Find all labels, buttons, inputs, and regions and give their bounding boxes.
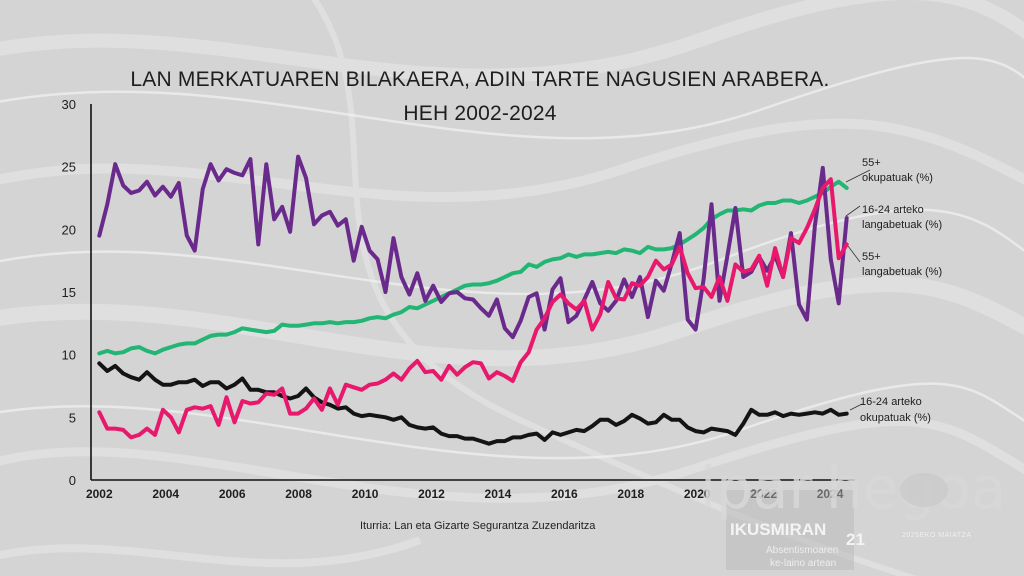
y-tick-label: 15	[62, 285, 76, 300]
y-tick-label: 5	[69, 410, 76, 425]
x-tick-label: 2006	[219, 487, 246, 501]
series-lines	[97, 154, 849, 446]
legend-label-55-okupatuak-line-2: okupatuak (%)	[862, 172, 933, 184]
chart-title-line-2: HEH 2002-2024	[403, 102, 556, 125]
x-tick-label: 2004	[152, 487, 179, 501]
legend-leader-55-langabetuak	[847, 245, 861, 263]
issue-number: 21	[846, 530, 865, 549]
legend-label-16-24-langabetuak-line-1: 16-24 arteko	[862, 204, 924, 216]
logo-word-ipar: ipar	[700, 454, 812, 522]
issue-subtitle-line-1: Absentismoaren	[766, 545, 838, 556]
series-line-1	[97, 179, 849, 356]
x-tick-label: 2016	[551, 487, 578, 501]
y-tick-label: 0	[69, 473, 76, 488]
legend-label-55-langabetuak-line-1: 55+	[862, 251, 881, 263]
chart-title-line-1: LAN MERKATUAREN BILAKAERA, ADIN TARTE NA…	[130, 68, 829, 91]
x-tick-label: 2010	[352, 487, 379, 501]
legend-leader-16-24-okupatuak	[849, 403, 863, 411]
legend-leader-16-24-langabetuak	[845, 205, 861, 217]
legend-label-16-24-langabetuak-line-2: langabetuak (%)	[862, 219, 942, 231]
x-tick-label: 2012	[418, 487, 445, 501]
y-tick-label: 10	[62, 348, 76, 363]
legend-label-16-24-okupatuak-line-1: 16-24 arteko	[860, 396, 922, 408]
x-tick-label: 2018	[617, 487, 644, 501]
series-line-3	[97, 177, 849, 440]
legend-label-16-24-okupatuak-line-2: okupatuak (%)	[860, 412, 931, 424]
issue-date: 2025EKO MAIATZA	[902, 532, 972, 539]
branding-panel	[726, 490, 854, 570]
source-note: Iturria: Lan eta Gizarte Segurantza Zuze…	[360, 520, 596, 532]
globe-logo-icon	[900, 473, 948, 507]
branding-block: ipar hegoa IKUSMIRAN 21 Absentismoaren k…	[700, 454, 1006, 570]
legend-leader-55-okupatuak	[845, 169, 871, 183]
series-line-0	[97, 361, 849, 446]
legend-label-55-langabetuak-line-2: langabetuak (%)	[862, 266, 942, 278]
x-tick-label: 2002	[86, 487, 113, 501]
issue-subtitle-line-2: ke-laino artean	[770, 558, 836, 569]
x-tick-label: 2008	[285, 487, 312, 501]
y-tick-labels: 0 5 10 15 20 25 30	[62, 97, 76, 488]
x-tick-label: 2020	[684, 487, 711, 501]
issue-title: IKUSMIRAN	[730, 520, 826, 539]
x-tick-label: 2014	[485, 487, 512, 501]
legend: 55+ okupatuak (%) 16-24 arteko langabetu…	[845, 157, 942, 424]
legend-label-55-okupatuak-line-1: 55+	[862, 157, 881, 169]
y-tick-label: 30	[62, 97, 76, 112]
y-tick-label: 25	[62, 160, 76, 175]
y-tick-label: 20	[62, 222, 76, 237]
background-swirls-thin	[0, 56, 1024, 460]
